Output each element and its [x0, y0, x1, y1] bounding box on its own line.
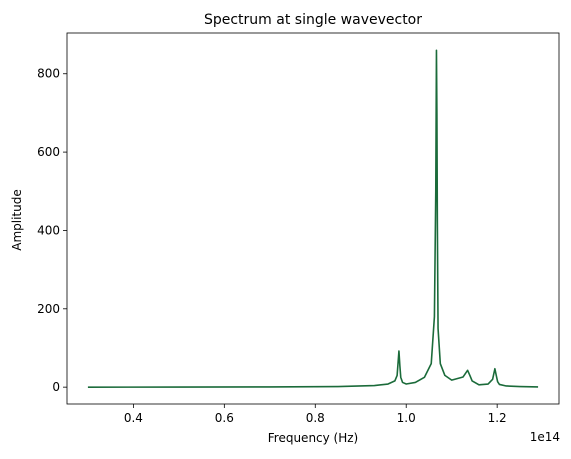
y-tick-label: 400 — [37, 223, 60, 237]
plot-area: 0.4 0.6 0.8 1.0 1.2 0 200 400 600 800 — [37, 32, 560, 425]
y-axis-label: Amplitude — [10, 189, 24, 251]
y-tick-label: 800 — [37, 67, 60, 81]
x-tick-label: 0.6 — [215, 411, 234, 425]
x-tick-label: 1.0 — [397, 411, 416, 425]
y-tick-label: 0 — [52, 380, 60, 394]
x-axis-label: Frequency (Hz) — [268, 431, 359, 445]
chart-title: Spectrum at single wavevector — [204, 12, 422, 28]
y-tick-label: 600 — [37, 145, 60, 159]
x-tick-label: 0.4 — [124, 411, 143, 425]
x-tick-label: 0.8 — [306, 411, 325, 425]
y-tick-label: 200 — [37, 302, 60, 316]
plot-frame — [66, 32, 560, 405]
series-line-0 — [87, 49, 539, 388]
x-tick-label: 1.2 — [488, 411, 507, 425]
x-axis-offset-label: 1e14 — [530, 430, 560, 444]
